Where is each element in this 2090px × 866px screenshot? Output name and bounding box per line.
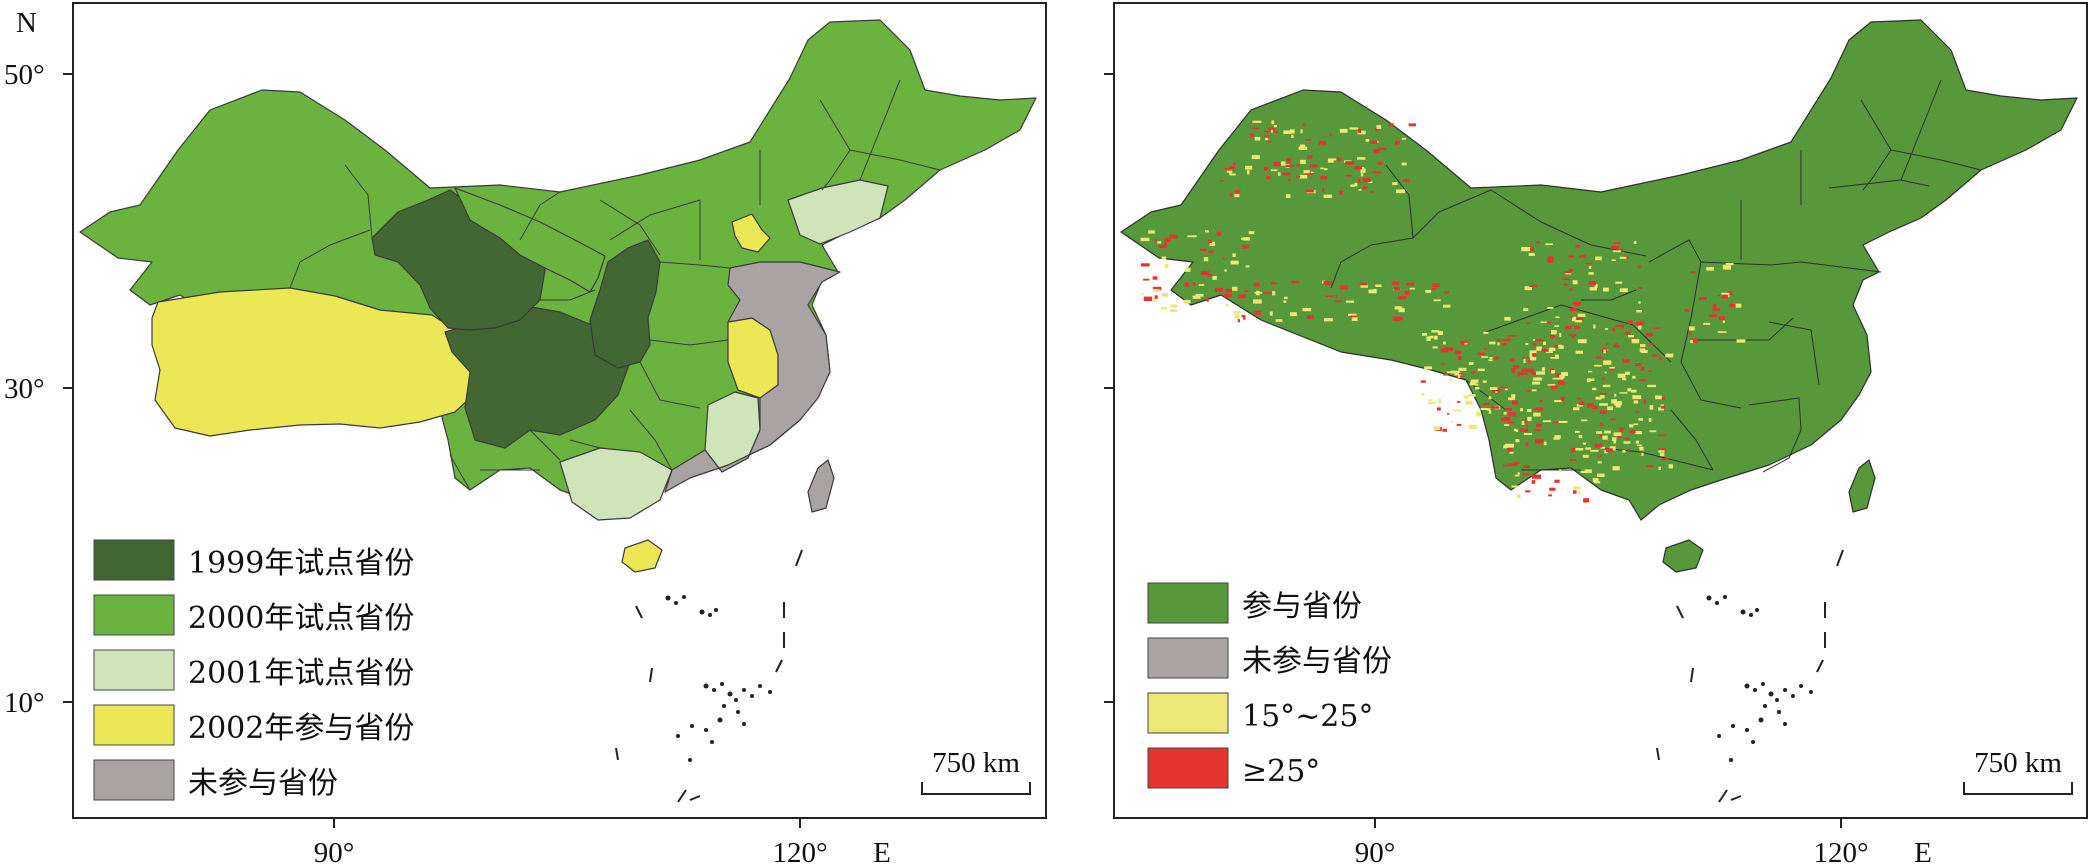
lat-tick-10: 10° (4, 687, 45, 719)
left-legend-swatch (93, 649, 175, 691)
left-region-beijing (731, 213, 771, 253)
right-scale-label: 750 km (1974, 747, 2062, 779)
north-label: N (16, 7, 37, 39)
right-lon-tick-90: 90° (1355, 837, 1396, 866)
left-scale-label: 750 km (932, 747, 1020, 779)
left-legend-label: 未参与省份 (188, 766, 338, 801)
left-legend-swatch (93, 594, 175, 636)
left-region-xizang (151, 287, 477, 437)
left-region-sichuan (444, 304, 631, 449)
right-legend-swatch (1147, 692, 1229, 734)
right-legend-swatch (1147, 582, 1229, 624)
left-region-guangxi (559, 447, 673, 521)
left-scale-bar: 750 km (921, 747, 1031, 795)
right-legend-label: 未参与省份 (1242, 644, 1392, 679)
right-legend-swatch (1147, 637, 1229, 679)
left-region-shaanxi (589, 239, 661, 369)
left-region-east-coast (664, 261, 841, 493)
right-nine-dash-line (1656, 549, 1844, 803)
right-slope-speckles (1140, 120, 1746, 503)
left-legend-label: 1999年试点省份 (188, 546, 414, 581)
left-nine-dash-line (615, 549, 803, 803)
right-legend-swatch (1147, 747, 1229, 789)
left-map-panel: 750 km 1999年试点省份 2000年试点省份 2001年试点省份 2002年参… (4, 2, 1047, 866)
left-lon-tick-90: 90° (314, 837, 355, 866)
left-legend-swatch (93, 539, 175, 581)
left-legend-swatch (93, 759, 175, 801)
right-east-label: E (1914, 837, 1932, 866)
right-scale-bar: 750 km (1963, 747, 2073, 795)
right-legend-label: ≥25° (1242, 754, 1320, 789)
right-region-hainan (1662, 539, 1704, 573)
right-scs-islands (1706, 595, 1813, 762)
lat-tick-30: 30° (4, 373, 45, 405)
left-region-hainan (621, 539, 663, 573)
right-legend-label: 参与省份 (1242, 589, 1362, 624)
right-legend-label: 15°~25° (1242, 699, 1373, 734)
right-region-taiwan (1848, 459, 1876, 513)
left-legend: 1999年试点省份 2000年试点省份 2001年试点省份 2002年参与省份未参与省… (93, 539, 414, 801)
lat-tick-50: 50° (4, 59, 45, 91)
left-region-taiwan (807, 459, 835, 513)
right-lon-tick-120: 120° (1813, 837, 1868, 866)
left-legend-label: 2002年参与省份 (188, 711, 414, 746)
left-legend-label: 2000年试点省份 (188, 601, 414, 636)
left-scs-islands (665, 595, 772, 762)
left-lon-tick-120: 120° (772, 837, 827, 866)
left-legend-swatch (93, 704, 175, 746)
left-region-liaoning (787, 179, 889, 245)
left-legend-label: 2001年试点省份 (188, 656, 414, 691)
left-east-label: E (873, 837, 891, 866)
